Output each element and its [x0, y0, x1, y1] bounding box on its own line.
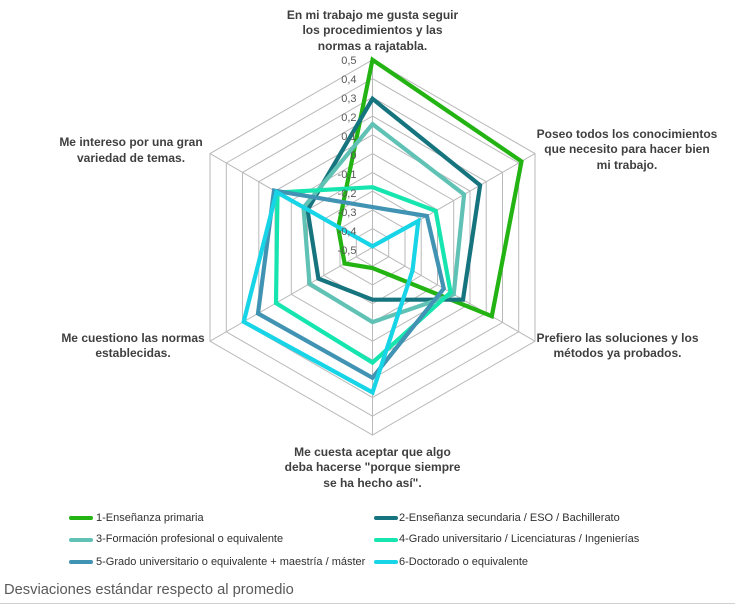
svg-text:0,2: 0,2 — [341, 112, 356, 124]
svg-text:0,1: 0,1 — [341, 131, 356, 143]
svg-text:-0,4: -0,4 — [338, 226, 357, 238]
svg-text:-0,1: -0,1 — [338, 169, 357, 181]
svg-text:0,4: 0,4 — [341, 74, 356, 86]
svg-text:0,3: 0,3 — [341, 93, 356, 105]
svg-text:-0,3: -0,3 — [338, 207, 357, 219]
svg-text:-0,2: -0,2 — [338, 188, 357, 200]
svg-text:-0,5: -0,5 — [338, 245, 357, 257]
svg-text:0: 0 — [350, 150, 356, 162]
svg-text:0,5: 0,5 — [341, 55, 356, 67]
